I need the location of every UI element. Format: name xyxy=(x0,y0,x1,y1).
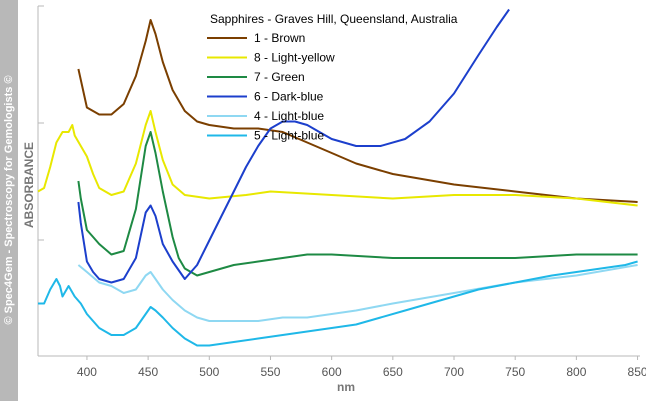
x-tick-label: 700 xyxy=(444,365,464,379)
series-line-2 xyxy=(37,110,638,207)
series-line-5 xyxy=(77,264,638,322)
x-tick-label: 850 xyxy=(628,365,646,379)
series-line-1 xyxy=(77,19,638,203)
y-axis-title: ABSORBANCE xyxy=(22,142,36,228)
x-tick-label: 450 xyxy=(138,365,158,379)
x-tick-label: 750 xyxy=(505,365,525,379)
watermark-bar: © Spec4Gem - Spectroscopy for Gemologist… xyxy=(0,0,18,401)
legend-label: 4 - Light-blue xyxy=(254,109,324,123)
legend: 1 - Brown 8 - Light-yellow 7 - Green 6 - Da… xyxy=(207,31,335,143)
legend-label: 1 - Brown xyxy=(254,31,305,45)
x-tick-label: 500 xyxy=(199,365,219,379)
series-layer xyxy=(37,8,638,347)
series-line-6 xyxy=(38,260,638,347)
series-line-4 xyxy=(77,8,510,284)
legend-label: 8 - Light-yellow xyxy=(254,51,335,65)
x-axis-title: nm xyxy=(337,380,355,394)
series-line-3 xyxy=(77,131,638,277)
legend-label: 5 - Light-blue xyxy=(254,129,324,143)
x-tick-label: 800 xyxy=(566,365,586,379)
x-tick-label: 650 xyxy=(383,365,403,379)
legend-label: 7 - Green xyxy=(254,70,305,84)
x-tick-label: 600 xyxy=(322,365,342,379)
x-ticks: 400 450 500 550 600 650 700 750 800 850 xyxy=(77,356,646,379)
axes xyxy=(37,5,640,357)
chart-title: Sapphires - Graves Hill, Queensland, Aus… xyxy=(210,12,458,26)
legend-label: 6 - Dark-blue xyxy=(254,90,324,104)
x-tick-label: 400 xyxy=(77,365,97,379)
x-tick-label: 550 xyxy=(260,365,280,379)
